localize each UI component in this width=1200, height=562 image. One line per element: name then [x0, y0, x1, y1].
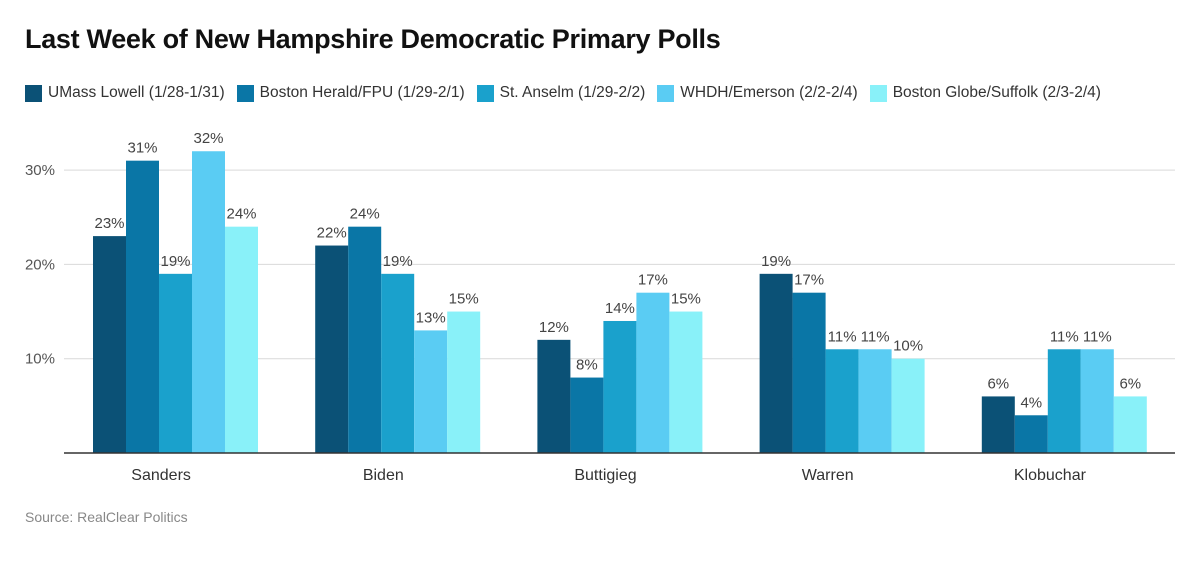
legend-item: Boston Globe/Suffolk (2/3-2/4): [869, 84, 1101, 102]
bar: [759, 273, 793, 453]
source-note: Source: RealClear Politics: [25, 509, 188, 525]
data-label: 13%: [416, 309, 446, 326]
data-label: 15%: [671, 291, 701, 308]
bar: [603, 320, 637, 453]
data-label: 22%: [317, 225, 347, 242]
bar: [537, 339, 571, 453]
legend-label: UMass Lowell (1/28-1/31): [48, 84, 225, 101]
data-label: 4%: [1020, 394, 1042, 411]
x-tick-label: Buttigieg: [574, 467, 636, 484]
data-label: 10%: [893, 338, 923, 355]
x-tick-label: Klobuchar: [1014, 467, 1087, 484]
legend-label: Boston Herald/FPU (1/29-2/1): [259, 84, 465, 101]
legend-swatch: [657, 84, 675, 102]
data-label: 19%: [160, 253, 190, 270]
data-label: 17%: [638, 272, 668, 289]
bar: [93, 236, 126, 453]
legend-item: UMass Lowell (1/28-1/31): [25, 84, 225, 102]
data-label: 17%: [794, 272, 824, 289]
bar: [891, 358, 925, 453]
data-label: 23%: [94, 215, 124, 232]
bar: [858, 349, 892, 453]
data-label: 24%: [226, 206, 256, 223]
data-label: 11%: [1083, 328, 1112, 345]
bar: [792, 292, 826, 453]
bar: [447, 311, 481, 453]
bar: [414, 330, 448, 453]
data-label: 19%: [761, 253, 791, 270]
data-label: 15%: [449, 291, 479, 308]
bar: [981, 396, 1015, 453]
bar: [348, 226, 382, 453]
legend-swatch: [476, 84, 494, 102]
bar: [315, 245, 349, 453]
data-label: 19%: [383, 253, 413, 270]
data-label: 32%: [193, 130, 223, 147]
bar: [1047, 349, 1081, 453]
legend-swatch: [25, 84, 42, 102]
legend-label: WHDH/Emerson (2/2-2/4): [680, 84, 858, 101]
data-label: 6%: [987, 375, 1009, 392]
bar: [159, 273, 192, 453]
bar: [225, 226, 258, 453]
chart-title: Last Week of New Hampshire Democratic Pr…: [25, 24, 721, 54]
data-label: 11%: [1050, 328, 1079, 345]
legend-label: St. Anselm (1/29-2/2): [499, 84, 646, 101]
data-label: 6%: [1119, 375, 1141, 392]
legend-item: Boston Herald/FPU (1/29-2/1): [236, 84, 465, 102]
bar: [570, 377, 604, 453]
bar: [825, 349, 859, 453]
bar: [1014, 415, 1048, 453]
bar: [1113, 396, 1147, 453]
bar: [192, 151, 225, 454]
data-label: 8%: [576, 357, 598, 374]
legend-label: Boston Globe/Suffolk (2/3-2/4): [892, 84, 1101, 101]
y-tick-label: 30%: [25, 162, 55, 179]
data-label: 12%: [539, 319, 569, 336]
legend-item: St. Anselm (1/29-2/2): [476, 84, 646, 102]
legend-item: WHDH/Emerson (2/2-2/4): [657, 84, 858, 102]
data-label: 24%: [350, 206, 380, 223]
x-tick-label: Warren: [802, 467, 854, 484]
bar: [669, 311, 703, 453]
bar: [1080, 349, 1114, 453]
legend-swatch: [869, 84, 887, 102]
data-label: 31%: [127, 140, 157, 157]
data-label: 14%: [605, 300, 635, 317]
y-tick-label: 10%: [25, 351, 55, 368]
data-label: 11%: [828, 328, 857, 345]
bar: [636, 292, 670, 453]
x-tick-label: Biden: [363, 467, 404, 484]
chart-legend: UMass Lowell (1/28-1/31) Boston Herald/FP…: [25, 84, 1113, 102]
x-tick-label: Sanders: [131, 467, 191, 484]
y-tick-label: 20%: [25, 256, 55, 273]
data-label: 11%: [861, 328, 890, 345]
legend-swatch: [236, 84, 254, 102]
bar: [381, 273, 415, 453]
bar: [126, 160, 159, 454]
